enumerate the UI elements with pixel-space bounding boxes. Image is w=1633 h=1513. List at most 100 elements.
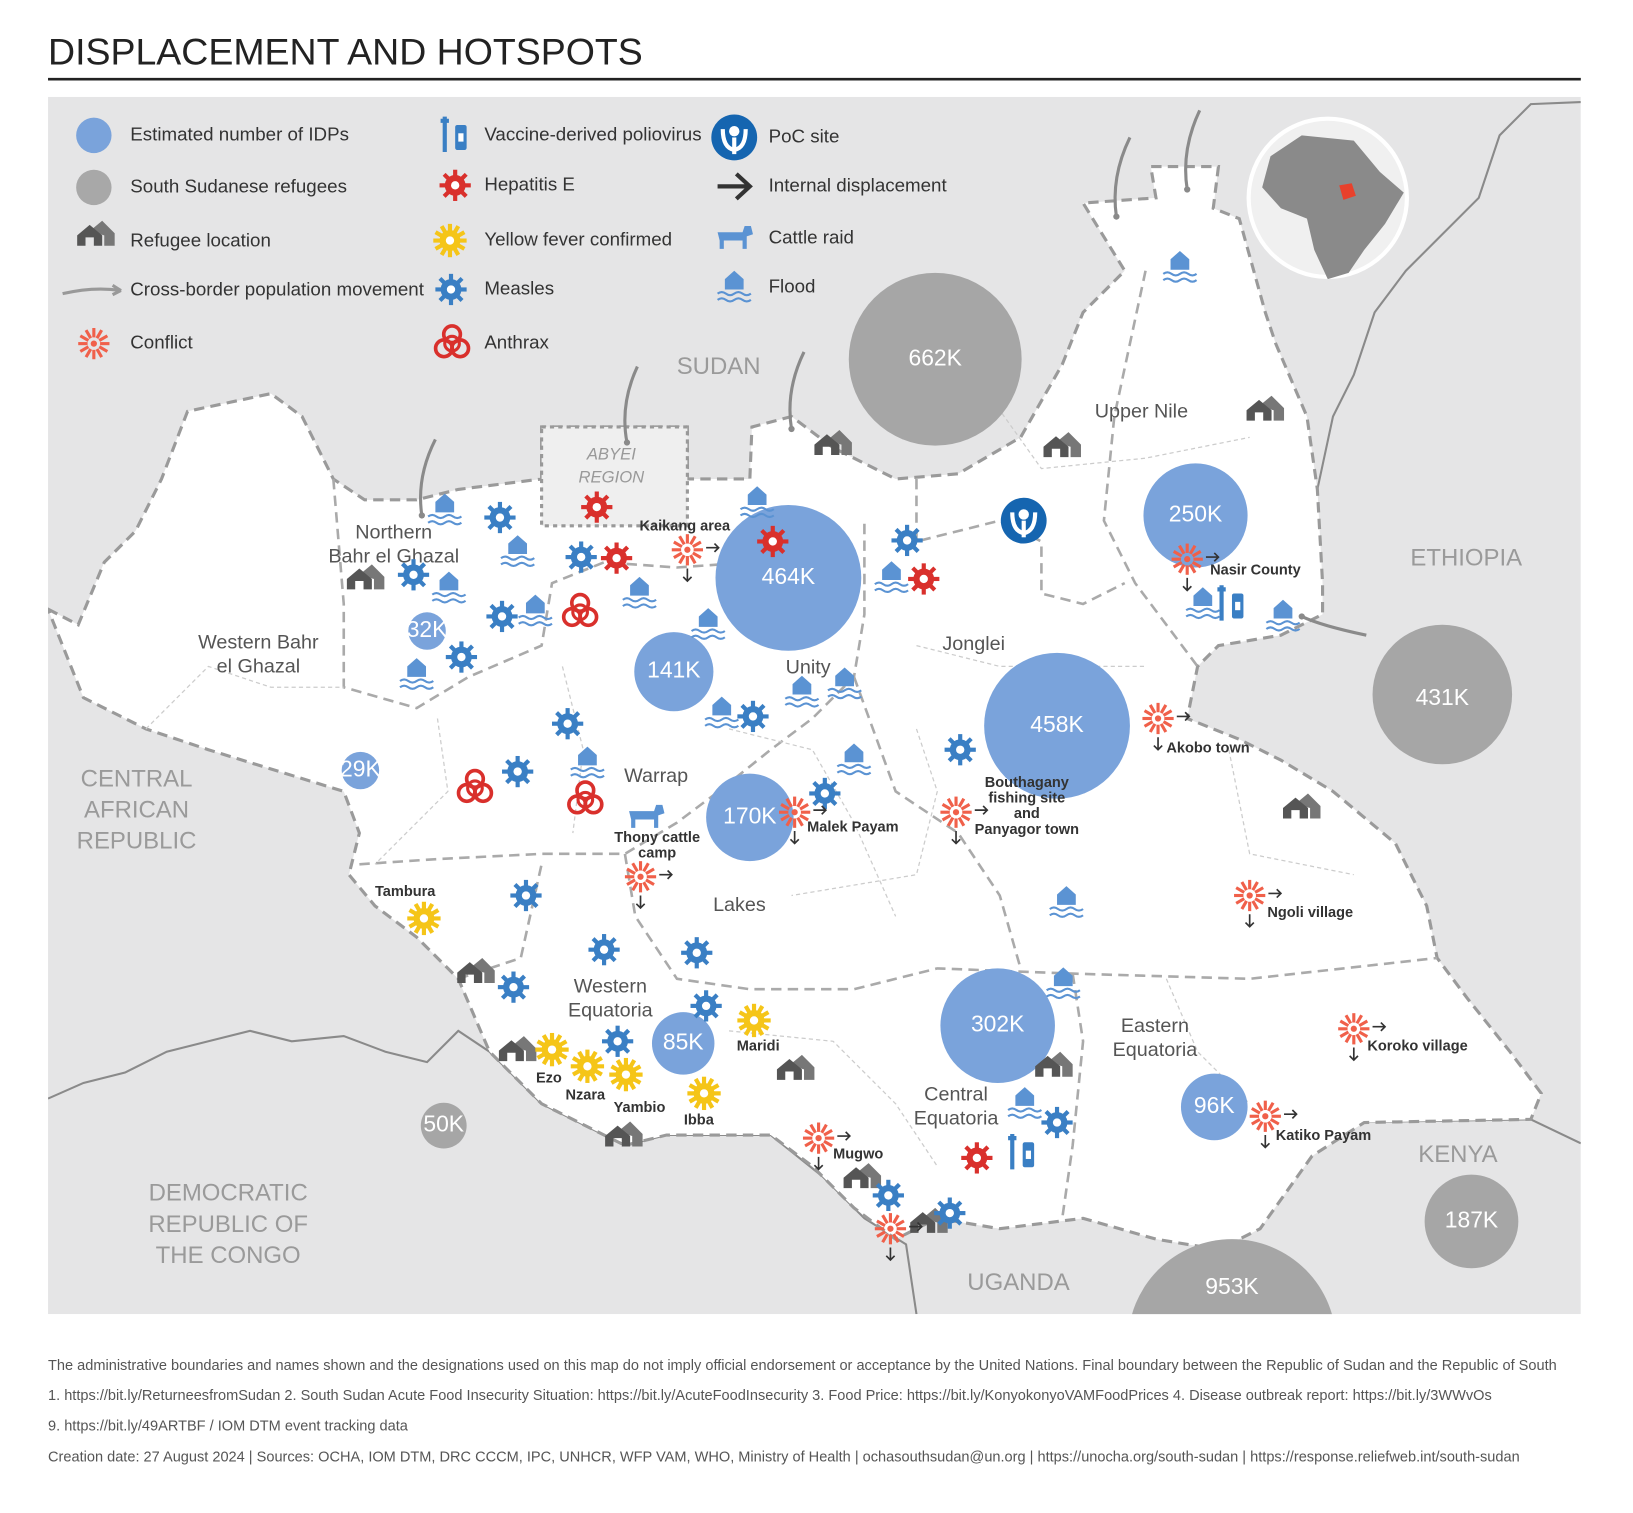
- virus-core: [563, 719, 572, 728]
- tent-back: [826, 430, 852, 456]
- sun-core: [621, 1070, 631, 1079]
- flood-waves: [704, 716, 740, 729]
- conflict-ray: [692, 540, 702, 549]
- conflict-ray: [1355, 1014, 1363, 1025]
- conflict-ray: [1178, 544, 1186, 555]
- abyei-area: [540, 425, 689, 528]
- cross-border-arrow: [1301, 615, 1367, 637]
- legend-label: Anthrax: [484, 332, 549, 353]
- conflict-ray: [84, 348, 93, 358]
- virus-core: [692, 948, 701, 957]
- conflict-ray: [1254, 886, 1264, 894]
- conflict-core: [637, 873, 644, 880]
- refugee-location-icon: [814, 430, 852, 456]
- virus-core: [409, 570, 418, 579]
- conflict-ray: [823, 1139, 833, 1148]
- place-label: camp: [638, 846, 676, 862]
- flood-house: [1170, 250, 1190, 270]
- abyei-label: REGION: [579, 467, 646, 486]
- globe-inset: [1246, 116, 1409, 280]
- footer-line: The administrative boundaries and names …: [48, 1358, 1557, 1374]
- biohazard-ring: [466, 779, 484, 798]
- vial-label: [1025, 1150, 1032, 1159]
- conflict-ray: [1148, 704, 1157, 714]
- place-label: Koroko village: [1367, 1038, 1467, 1054]
- conflict-ray: [645, 878, 655, 886]
- displacement-arrow: [1260, 1109, 1298, 1149]
- conflict-icon: [874, 1213, 923, 1262]
- flood-icon: [1049, 886, 1084, 918]
- idp-bubble-label: 250K: [1169, 500, 1223, 526]
- conflict-ray: [1269, 1118, 1280, 1126]
- region-label: Equatoria: [914, 1108, 999, 1130]
- conflict-icon: [1171, 543, 1220, 592]
- flood-house: [439, 571, 459, 591]
- region-label: Warrap: [624, 765, 688, 787]
- region-label: Western Bahr: [198, 632, 319, 654]
- conflict-core: [791, 809, 798, 816]
- tent-front: [77, 224, 103, 246]
- flood-waves: [827, 687, 862, 700]
- conflict-ray: [895, 1230, 905, 1238]
- idp-bubble: [715, 505, 862, 651]
- conflict-icon: [1234, 879, 1283, 928]
- tent-front: [1035, 1055, 1061, 1077]
- flood-house: [508, 535, 528, 554]
- refugee-location-icon: [1246, 395, 1285, 421]
- tent-front: [1043, 436, 1069, 458]
- cross-border-arrow: [1184, 109, 1202, 190]
- region-label: Bahr el Ghazal: [328, 545, 459, 567]
- conflict-ray: [796, 816, 804, 827]
- footer-line: Creation date: 27 August 2024 | Sources:…: [48, 1450, 1520, 1466]
- flood-waves: [836, 763, 872, 776]
- virus-icon: [961, 1142, 993, 1174]
- arrow-head: [1298, 613, 1305, 620]
- idp-bubble: [706, 773, 794, 862]
- refugee-bubble-label: 50K: [423, 1111, 464, 1137]
- idp-bubble-label: 458K: [1030, 711, 1084, 737]
- sun-core: [749, 1016, 759, 1025]
- region-label: Lakes: [713, 894, 766, 916]
- conflict-ray: [780, 803, 791, 811]
- conflict-core: [1154, 715, 1162, 722]
- conflict-ray: [1254, 897, 1264, 905]
- biohazard-ring: [576, 790, 595, 809]
- flood-icon: [739, 486, 775, 519]
- conflict-ray: [1191, 560, 1202, 569]
- virus-core: [1052, 1118, 1062, 1127]
- conflict-ray: [941, 813, 952, 822]
- flood-waves: [1049, 906, 1084, 918]
- legend-label: Yellow fever confirmed: [484, 228, 672, 249]
- flood-waves: [427, 513, 463, 526]
- arrow-head: [1184, 186, 1191, 193]
- cross-border-arrow: [62, 283, 122, 297]
- sun-core: [445, 236, 455, 245]
- flood-house: [578, 746, 597, 766]
- yellow-fever-icon: [737, 1003, 771, 1038]
- flood-icon: [1007, 1087, 1043, 1119]
- flood-house: [747, 486, 767, 506]
- virus-core: [768, 537, 777, 546]
- virus-core: [748, 712, 758, 721]
- anthrax-icon: [433, 324, 471, 359]
- internal-displacement-icon: [717, 172, 753, 201]
- conflict-ray: [1339, 1030, 1350, 1038]
- conflict-ray: [820, 1142, 828, 1153]
- yellow-fever-icon: [687, 1076, 721, 1111]
- virus-core: [612, 553, 621, 563]
- region-label: el Ghazal: [217, 656, 301, 678]
- place-label: and: [1014, 806, 1040, 822]
- idp-bubble-label: 302K: [971, 1011, 1025, 1037]
- conflict-icon: [802, 1122, 851, 1171]
- conflict-ray: [1358, 1030, 1369, 1038]
- yellow-fever-icon: [433, 223, 467, 258]
- displacement-arrow: [1349, 1021, 1387, 1062]
- conflict-ray: [689, 535, 697, 546]
- place-label: Ibba: [684, 1112, 715, 1128]
- place-label: Ngoli village: [1267, 905, 1353, 921]
- cross-border-icon: [62, 283, 122, 297]
- region-label: Equatoria: [1113, 1039, 1198, 1061]
- flood-house: [835, 667, 854, 687]
- virus-core: [919, 574, 928, 584]
